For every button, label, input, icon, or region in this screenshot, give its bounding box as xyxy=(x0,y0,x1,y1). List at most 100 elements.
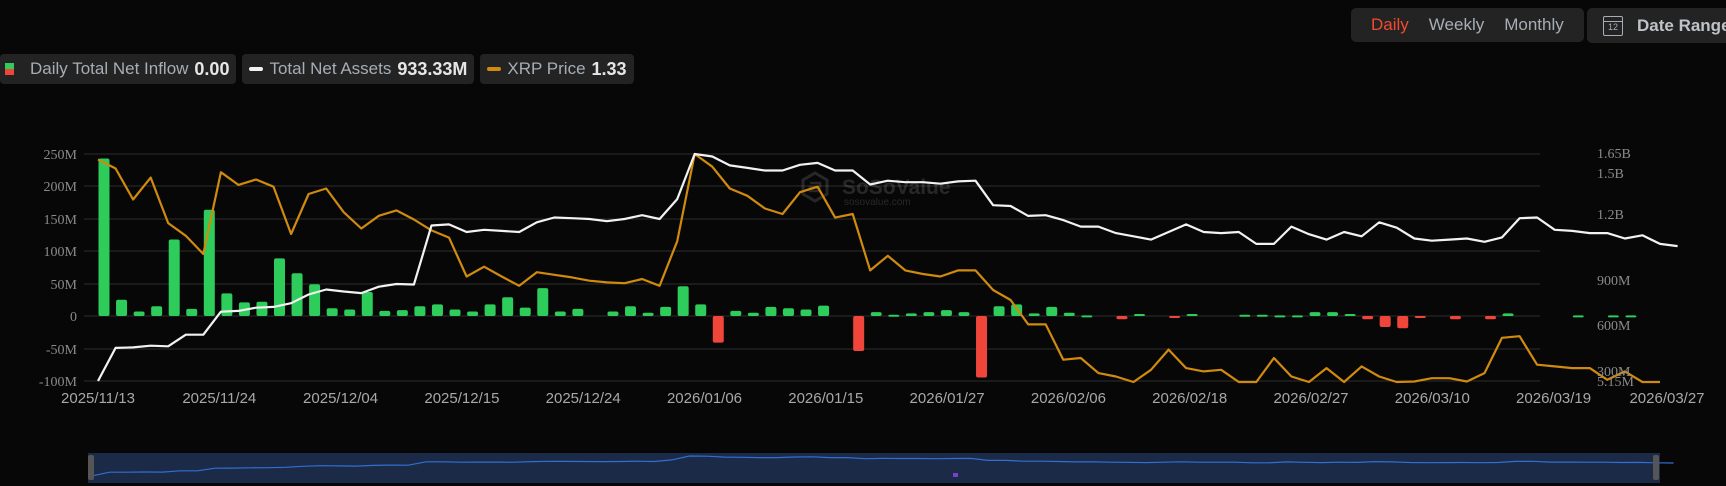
inflow-bar[interactable] xyxy=(976,316,988,378)
inflow-bar[interactable] xyxy=(414,306,426,316)
navigator[interactable] xyxy=(88,453,1674,483)
inflow-bar[interactable] xyxy=(782,308,794,316)
inflow-bar[interactable] xyxy=(905,313,917,316)
inflow-bar[interactable] xyxy=(98,158,110,316)
inflow-bar[interactable] xyxy=(1625,315,1637,318)
inflow-bar[interactable] xyxy=(800,309,812,316)
inflow-bar[interactable] xyxy=(1063,312,1075,316)
inflow-bar[interactable] xyxy=(677,286,689,316)
inflow-bar[interactable] xyxy=(1362,316,1374,320)
right-axis-tick: 900M xyxy=(1597,274,1631,289)
left-axis-tick: 250M xyxy=(44,148,78,163)
navigator-track[interactable] xyxy=(88,453,1660,483)
right-axis-tick: 1.65B xyxy=(1597,147,1631,162)
inflow-bar[interactable] xyxy=(1607,315,1619,318)
period-toggle: Daily Weekly Monthly xyxy=(1351,8,1584,42)
inflow-bar[interactable] xyxy=(853,316,865,351)
date-range-button[interactable]: 12 Date Range xyxy=(1587,8,1726,43)
inflow-bar[interactable] xyxy=(1133,314,1145,317)
inflow-bar[interactable] xyxy=(1379,316,1391,328)
inflow-bar[interactable] xyxy=(186,308,198,316)
left-axis-tick: 200M xyxy=(44,180,78,195)
toggle-daily[interactable]: Daily xyxy=(1371,15,1409,34)
inflow-bar[interactable] xyxy=(923,312,935,316)
inflow-bar[interactable] xyxy=(1572,315,1584,318)
legend-daily-net-inflow[interactable]: Daily Total Net Inflow 0.00 xyxy=(0,54,237,84)
navigator-marker xyxy=(953,473,958,477)
watermark-brand: SoSoValue xyxy=(842,176,951,199)
inflow-bar[interactable] xyxy=(695,304,707,316)
inflow-bar[interactable] xyxy=(1449,316,1461,320)
inflow-bar[interactable] xyxy=(1186,314,1198,317)
legend-value: 1.33 xyxy=(591,58,627,79)
inflow-bar[interactable] xyxy=(1344,314,1356,317)
inflow-bar[interactable] xyxy=(484,304,496,316)
inflow-bar[interactable] xyxy=(133,311,145,316)
navigator-left-handle[interactable] xyxy=(88,455,94,480)
inflow-bar[interactable] xyxy=(1274,315,1286,318)
inflow-bar[interactable] xyxy=(344,309,356,316)
inflow-bar[interactable] xyxy=(361,292,373,316)
inflow-bar[interactable] xyxy=(1081,315,1093,318)
inflow-bar[interactable] xyxy=(625,306,637,316)
inflow-bar[interactable] xyxy=(431,304,443,316)
inflow-bar[interactable] xyxy=(168,239,180,316)
inflow-bar[interactable] xyxy=(818,305,830,316)
right-axis-tick: 1.2B xyxy=(1597,208,1624,223)
navigator-right-handle[interactable] xyxy=(1653,455,1659,480)
inflow-bar[interactable] xyxy=(1116,316,1128,320)
legend-xrp-price[interactable]: XRP Price 1.33 xyxy=(480,54,634,84)
inflow-bar[interactable] xyxy=(274,258,286,316)
toggle-monthly[interactable]: Monthly xyxy=(1504,15,1564,34)
inflow-bar[interactable] xyxy=(519,307,531,316)
inflow-bar[interactable] xyxy=(554,311,566,316)
inflow-bar[interactable] xyxy=(379,310,391,316)
x-axis-tick: 2025/12/24 xyxy=(546,390,621,407)
inflow-bar[interactable] xyxy=(1484,316,1496,320)
inflow-bar[interactable] xyxy=(660,306,672,316)
watermark: SoSoValue sosovalue.com xyxy=(801,171,951,208)
inflow-bar[interactable] xyxy=(958,312,970,316)
inflow-bar[interactable] xyxy=(502,297,514,316)
inflow-bar[interactable] xyxy=(1169,316,1181,318)
inflow-bar[interactable] xyxy=(642,312,654,316)
inflow-bar[interactable] xyxy=(256,301,268,316)
inflow-bar[interactable] xyxy=(537,288,549,316)
inflow-bar[interactable] xyxy=(396,310,408,316)
inflow-bar[interactable] xyxy=(1327,312,1339,316)
inflow-bar[interactable] xyxy=(1239,314,1251,317)
inflow-bar[interactable] xyxy=(326,308,338,316)
inflow-bar[interactable] xyxy=(1414,316,1426,318)
inflow-bar[interactable] xyxy=(888,314,900,317)
inflow-bar[interactable] xyxy=(607,311,619,316)
left-axis-tick: -100M xyxy=(39,375,78,390)
inflow-bar[interactable] xyxy=(467,311,479,316)
inflow-bar[interactable] xyxy=(309,284,321,316)
inflow-bar[interactable] xyxy=(993,306,1005,316)
x-axis-tick: 2025/12/15 xyxy=(424,390,499,407)
xrp-price-line xyxy=(97,152,1660,384)
inflow-bar[interactable] xyxy=(449,309,461,316)
left-axis-tick: 0 xyxy=(70,310,77,325)
toggle-weekly[interactable]: Weekly xyxy=(1428,15,1485,34)
inflow-bar[interactable] xyxy=(1309,312,1321,316)
inflow-bar[interactable] xyxy=(712,316,724,343)
inflow-bar[interactable] xyxy=(747,312,759,316)
inflow-bar[interactable] xyxy=(291,273,303,316)
inflow-bar[interactable] xyxy=(730,310,742,316)
inflow-bar[interactable] xyxy=(1291,315,1303,318)
inflow-bar[interactable] xyxy=(151,306,163,316)
inflow-bar[interactable] xyxy=(572,308,584,316)
inflow-bar[interactable] xyxy=(1046,306,1058,316)
inflow-bar[interactable] xyxy=(940,310,952,316)
inflow-bar[interactable] xyxy=(1256,314,1268,317)
inflow-bar[interactable] xyxy=(765,306,777,316)
inflow-bar[interactable] xyxy=(1397,316,1409,329)
legend-total-net-assets[interactable]: Total Net Assets 933.33M xyxy=(242,54,475,84)
inflow-bar[interactable] xyxy=(1028,313,1040,316)
inflow-bar[interactable] xyxy=(1502,313,1514,316)
inflow-bar[interactable] xyxy=(870,312,882,316)
inflow-bar[interactable] xyxy=(116,299,128,316)
